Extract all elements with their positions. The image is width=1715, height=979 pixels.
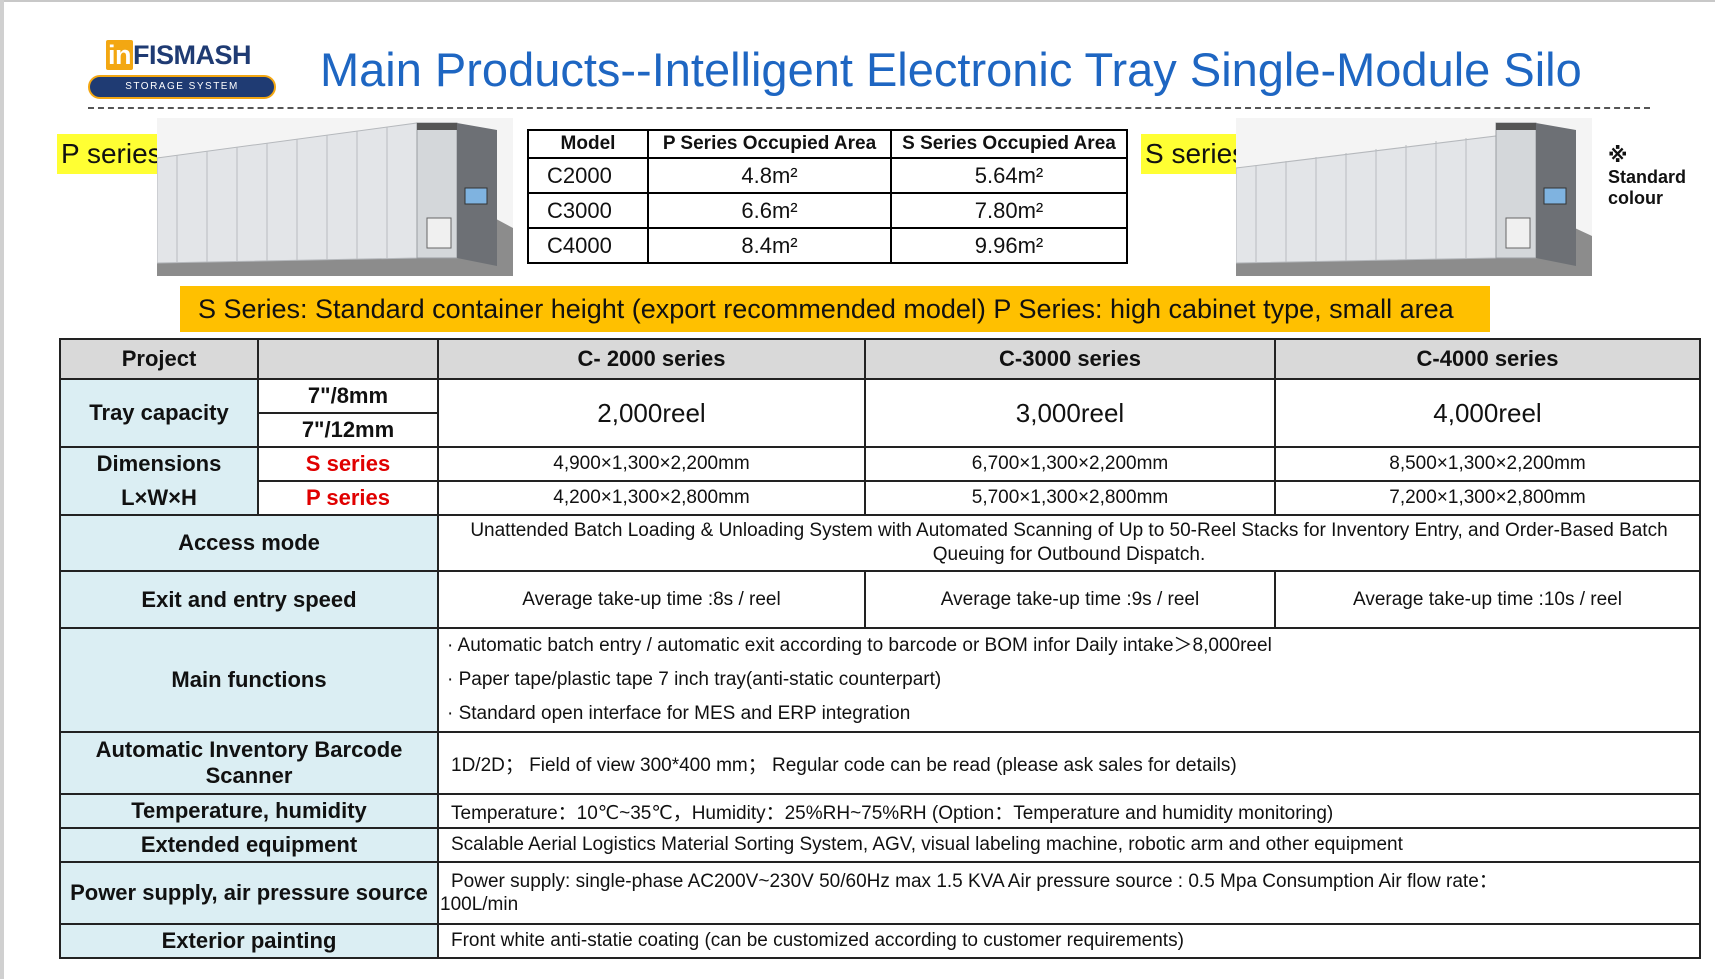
spec-header-row: Project C- 2000 series C-3000 series C-4… [59,338,1701,380]
p-area-cell: 8.4m² [647,227,892,264]
dimension-p-c3000: 5,700×1,300×2,800mm [864,480,1276,516]
p-series-label: P series [57,134,166,174]
temperature-row: Temperature, humidity Temperature：10℃~35… [59,793,1701,829]
speed-c2000: Average take-up time :8s / reel [437,570,866,629]
temperature-label: Temperature, humidity [59,793,439,829]
painting-row: Exterior painting Front white anti-stati… [59,923,1701,959]
std-mark: ※ [1608,145,1628,167]
painting-label: Exterior painting [59,923,439,959]
logo-pill: STORAGE SYSTEM [88,75,276,99]
functions-row: Main functions · Automatic batch entry /… [59,627,1701,733]
table-row: C2000 4.8m² 5.64m² [527,157,1128,194]
tray-sub-12mm: 7"/12mm [257,412,439,448]
s-area-cell: 5.64m² [890,157,1128,194]
occupied-area-table: Model P Series Occupied Area S Series Oc… [527,129,1128,264]
company-logo: inFISMASH STORAGE SYSTEM [88,40,278,102]
power-value-line1: Power supply: single-phase AC200V~230V 5… [451,871,1498,892]
logo-fismash: FISMASH [133,40,252,70]
p-series-machine-image [157,118,513,276]
col-s-area: S Series Occupied Area [890,129,1128,159]
header-project: Project [59,338,259,380]
model-cell: C3000 [527,192,649,229]
logo-tagline: STORAGE SYSTEM [125,81,239,92]
temperature-value: Temperature：10℃~35℃，Humidity：25%RH~75%RH… [437,793,1701,829]
dimension-s-c3000: 6,700×1,300×2,200mm [864,446,1276,482]
painting-value: Front white anti-statie coating (can be … [437,923,1701,959]
tray-capacity-label: Tray capacity [59,378,259,448]
left-border [0,0,4,979]
spec-table: Project C- 2000 series C-3000 series C-4… [59,338,1701,959]
tray-c3000: 3,000reel [864,378,1276,448]
access-row: Access mode Unattended Batch Loading & U… [59,514,1701,572]
dimension-s-label: S series [257,446,439,482]
speed-label: Exit and entry speed [59,570,439,629]
dimension-row-p: P series 4,200×1,300×2,800mm 5,700×1,300… [60,480,1701,516]
power-value-line2: 100L/min [440,894,519,915]
header-blank [257,338,439,380]
page-title: Main Products--Intelligent Electronic Tr… [320,43,1582,96]
list-item: · Standard open interface for MES and ER… [447,703,911,724]
dimension-s-c2000: 4,900×1,300×2,200mm [437,446,866,482]
scanner-label: Automatic Inventory Barcode Scanner [59,731,439,795]
title-divider [88,107,1650,109]
s-series-label: S series [1141,134,1251,174]
main-functions-list: · Automatic batch entry / automatic exit… [437,627,1701,733]
list-item: · Automatic batch entry / automatic exit… [447,635,1272,656]
speed-c4000: Average take-up time :10s / reel [1274,570,1701,629]
scanner-row: Automatic Inventory Barcode Scanner 1D/2… [59,731,1701,795]
power-label: Power supply, air pressure source [59,861,439,925]
series-banner: S Series: Standard container height (exp… [180,286,1490,332]
dimension-p-c2000: 4,200×1,300×2,800mm [437,480,866,516]
header-c3000: C-3000 series [864,338,1276,380]
extended-label: Extended equipment [59,827,439,863]
table-row: C4000 8.4m² 9.96m² [527,227,1128,264]
col-p-area: P Series Occupied Area [647,129,892,159]
table-header-row: Model P Series Occupied Area S Series Oc… [527,129,1128,159]
speed-row: Exit and entry speed Average take-up tim… [59,570,1701,629]
p-area-cell: 6.6m² [647,192,892,229]
header-c2000: C- 2000 series [437,338,866,380]
dimension-row-s: Dimensions L×W×H S series 4,900×1,300×2,… [59,446,1701,516]
std-line2: colour [1608,188,1664,208]
dimension-p-label: P series [257,480,439,516]
list-item: · Paper tape/plastic tape 7 inch tray(an… [447,669,942,690]
s-area-cell: 9.96m² [890,227,1128,264]
access-mode-value: Unattended Batch Loading & Unloading Sys… [437,514,1701,572]
dimensions-label-line2: L×W×H [121,485,197,510]
tray-row-2: 7"/12mm [60,412,1700,448]
logo-in: in [106,40,133,70]
extended-value: Scalable Aerial Logistics Material Sorti… [437,827,1701,863]
header-c4000: C-4000 series [1274,338,1701,380]
std-line1: Standard [1608,167,1687,187]
tray-sub-8mm: 7"/8mm [257,378,439,414]
top-border [0,0,1715,2]
standard-colour-note: ※ Standard colour [1608,146,1686,209]
tray-c4000: 4,000reel [1274,378,1701,448]
extended-row: Extended equipment Scalable Aerial Logis… [59,827,1701,863]
speed-c3000: Average take-up time :9s / reel [864,570,1276,629]
s-series-machine-image [1236,118,1592,276]
dimension-s-c4000: 8,500×1,300×2,200mm [1274,446,1701,482]
model-cell: C2000 [527,157,649,194]
tray-c2000: 2,000reel [437,378,866,448]
tray-row-1: Tray capacity 7"/8mm 2,000reel 3,000reel… [59,378,1701,448]
power-row: Power supply, air pressure source Power … [59,861,1701,925]
power-value: Power supply: single-phase AC200V~230V 5… [437,861,1701,925]
dimensions-label-line1: Dimensions [96,451,222,476]
col-model: Model [527,129,649,159]
p-area-cell: 4.8m² [647,157,892,194]
scanner-value: 1D/2D； Field of view 300*400 mm； Regular… [437,731,1701,795]
model-cell: C4000 [527,227,649,264]
dimension-p-c4000: 7,200×1,300×2,800mm [1274,480,1701,516]
s-area-cell: 7.80m² [890,192,1128,229]
table-row: C3000 6.6m² 7.80m² [527,192,1128,229]
dimensions-label: Dimensions L×W×H [59,446,259,516]
main-functions-label: Main functions [59,627,439,733]
access-mode-label: Access mode [59,514,439,572]
logo-brand: inFISMASH [106,40,252,71]
